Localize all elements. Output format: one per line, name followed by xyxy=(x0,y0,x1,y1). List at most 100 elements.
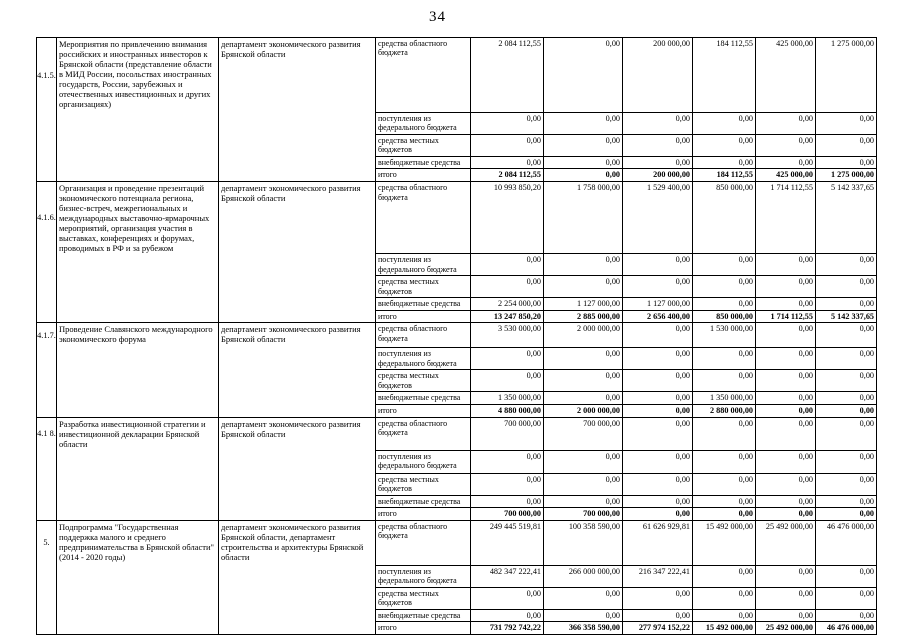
activity-number: 4.1.7. xyxy=(36,322,57,418)
activity-number-text: 4.1 8. xyxy=(37,429,56,439)
amount-cell: 0,00 xyxy=(543,275,623,299)
table-row: поступления из федерального бюджета 482 … xyxy=(37,564,877,588)
amount-cell: 0,00 xyxy=(622,391,693,405)
page-number: 34 xyxy=(429,9,446,25)
amount-cell: 2 000 000,00 xyxy=(543,403,623,418)
amount-cell: 0,00 xyxy=(470,449,544,474)
amount-cell: 2 084 112,55 xyxy=(470,168,544,183)
amount-cell: 2 885 000,00 xyxy=(543,309,623,324)
amount-cell: 0,00 xyxy=(755,507,816,521)
amount-cell: 0,00 xyxy=(470,472,544,496)
funding-source-label: внебюджетные средства xyxy=(375,391,471,405)
funding-source-label: поступления из федерального бюджета xyxy=(375,347,471,371)
amount-cell: 5 142 337,65 xyxy=(815,309,877,324)
amount-cell: 0,00 xyxy=(755,449,816,474)
amount-cell: 0,00 xyxy=(755,133,816,157)
funding-source-label: поступления из федерального бюджета xyxy=(375,112,471,135)
amount-cell: 0,00 xyxy=(815,112,877,135)
activity-name: Проведение Славянского международного эк… xyxy=(56,322,219,418)
amount-cell: 425 000,00 xyxy=(755,168,816,183)
amount-cell: 10 993 850,20 xyxy=(470,181,544,255)
amount-cell: 0,00 xyxy=(692,369,756,393)
amount-cell: 2 000 000,00 xyxy=(543,322,623,349)
activity-name: Мероприятия по привлечению внимания росс… xyxy=(56,36,219,183)
amount-cell: 2 656 400,00 xyxy=(622,309,693,324)
amount-cell: 0,00 xyxy=(815,297,877,311)
amount-cell: 184 112,55 xyxy=(692,37,756,113)
amount-cell: 0,00 xyxy=(470,275,544,299)
funding-source-label: итого xyxy=(375,621,471,635)
amount-cell: 15 492 000,00 xyxy=(692,519,756,566)
table-row: средства местных бюджетов 0,00 0,00 0,00… xyxy=(37,369,877,393)
amount-cell: 0,00 xyxy=(543,347,623,371)
table-row: 4.1.5. Мероприятия по привлечению вниман… xyxy=(36,36,877,183)
amount-cell: 0,00 xyxy=(815,391,877,405)
activity-executor: департамент экономического развития Брян… xyxy=(218,181,376,324)
activity-name: Подпрограмма "Государственная поддержка … xyxy=(56,519,219,635)
activity-number: 5. xyxy=(36,519,57,635)
amount-cell: 0,00 xyxy=(755,586,816,610)
table-row: средства местных бюджетов 0,00 0,00 0,00… xyxy=(37,133,877,157)
amount-cell: 0,00 xyxy=(470,253,544,277)
funding-source-label: поступления из федерального бюджета xyxy=(375,564,471,588)
amount-cell: 0,00 xyxy=(815,494,877,509)
amount-cell: 1 275 000,00 xyxy=(815,168,877,183)
amount-cell: 0,00 xyxy=(622,369,693,393)
amount-cell: 249 445 519,81 xyxy=(470,519,544,566)
amount-cell: 850 000,00 xyxy=(692,181,756,255)
table-row: 4.1.6. Организация и проведение презента… xyxy=(36,181,877,324)
amount-cell: 0,00 xyxy=(815,472,877,496)
activity-executor: департамент экономического развития Брян… xyxy=(218,322,376,418)
table-row: внебюджетные средства 0,00 0,00 0,00 0,0… xyxy=(37,155,877,170)
amount-cell: 0,00 xyxy=(543,133,623,157)
amount-cell: 0,00 xyxy=(622,494,693,509)
amount-cell: 3 530 000,00 xyxy=(470,322,544,349)
amount-cell: 0,00 xyxy=(692,112,756,135)
amount-cell: 0,00 xyxy=(692,297,756,311)
amount-cell: 1 714 112,55 xyxy=(755,181,816,255)
funding-source-label: внебюджетные средства xyxy=(375,297,471,311)
amount-cell: 15 492 000,00 xyxy=(692,621,756,635)
amount-cell: 0,00 xyxy=(815,449,877,474)
table-row: поступления из федерального бюджета 0,00… xyxy=(37,347,877,371)
amount-cell: 0,00 xyxy=(622,322,693,349)
amount-cell: 0,00 xyxy=(622,155,693,170)
amount-cell: 0,00 xyxy=(692,494,756,509)
amount-cell: 2 254 000,00 xyxy=(470,297,544,311)
amount-cell: 1 529 400,00 xyxy=(622,181,693,255)
amount-cell: 4 880 000,00 xyxy=(470,403,544,418)
amount-cell: 0,00 xyxy=(692,507,756,521)
amount-cell: 0,00 xyxy=(692,155,756,170)
amount-cell: 0,00 xyxy=(815,133,877,157)
amount-cell: 0,00 xyxy=(692,449,756,474)
amount-cell: 0,00 xyxy=(692,275,756,299)
amount-cell: 0,00 xyxy=(470,133,544,157)
amount-cell: 0,00 xyxy=(815,253,877,277)
activity-executor: департамент экономического развития Брян… xyxy=(218,416,376,521)
amount-cell: 700 000,00 xyxy=(470,416,544,451)
amount-cell: 1 530 000,00 xyxy=(692,322,756,349)
amount-cell: 0,00 xyxy=(755,275,816,299)
amount-cell: 0,00 xyxy=(470,369,544,393)
amount-cell: 0,00 xyxy=(622,253,693,277)
amount-cell: 0,00 xyxy=(543,37,623,113)
activity-number-text: 4.1.6. xyxy=(37,213,56,223)
amount-cell: 700 000,00 xyxy=(470,507,544,521)
amount-cell: 1 127 000,00 xyxy=(543,297,623,311)
amount-cell: 0,00 xyxy=(470,347,544,371)
amount-cell: 0,00 xyxy=(543,112,623,135)
amount-cell: 1 714 112,55 xyxy=(755,309,816,324)
activity-name: Организация и проведение презентаций эко… xyxy=(56,181,219,324)
table-row: 4.1.7. Проведение Славянского международ… xyxy=(36,322,877,418)
amount-cell: 0,00 xyxy=(622,112,693,135)
amount-cell: 216 347 222,41 xyxy=(622,564,693,588)
funding-source-label: поступления из федерального бюджета xyxy=(375,449,471,474)
amount-cell: 0,00 xyxy=(543,586,623,610)
amount-cell: 0,00 xyxy=(815,416,877,451)
table-row: внебюджетные средства 0,00 0,00 0,00 0,0… xyxy=(37,608,877,623)
amount-cell: 46 476 000,00 xyxy=(815,621,877,635)
amount-cell: 0,00 xyxy=(815,586,877,610)
amount-cell: 25 492 000,00 xyxy=(755,519,816,566)
amount-cell: 0,00 xyxy=(622,472,693,496)
amount-cell: 0,00 xyxy=(815,608,877,623)
